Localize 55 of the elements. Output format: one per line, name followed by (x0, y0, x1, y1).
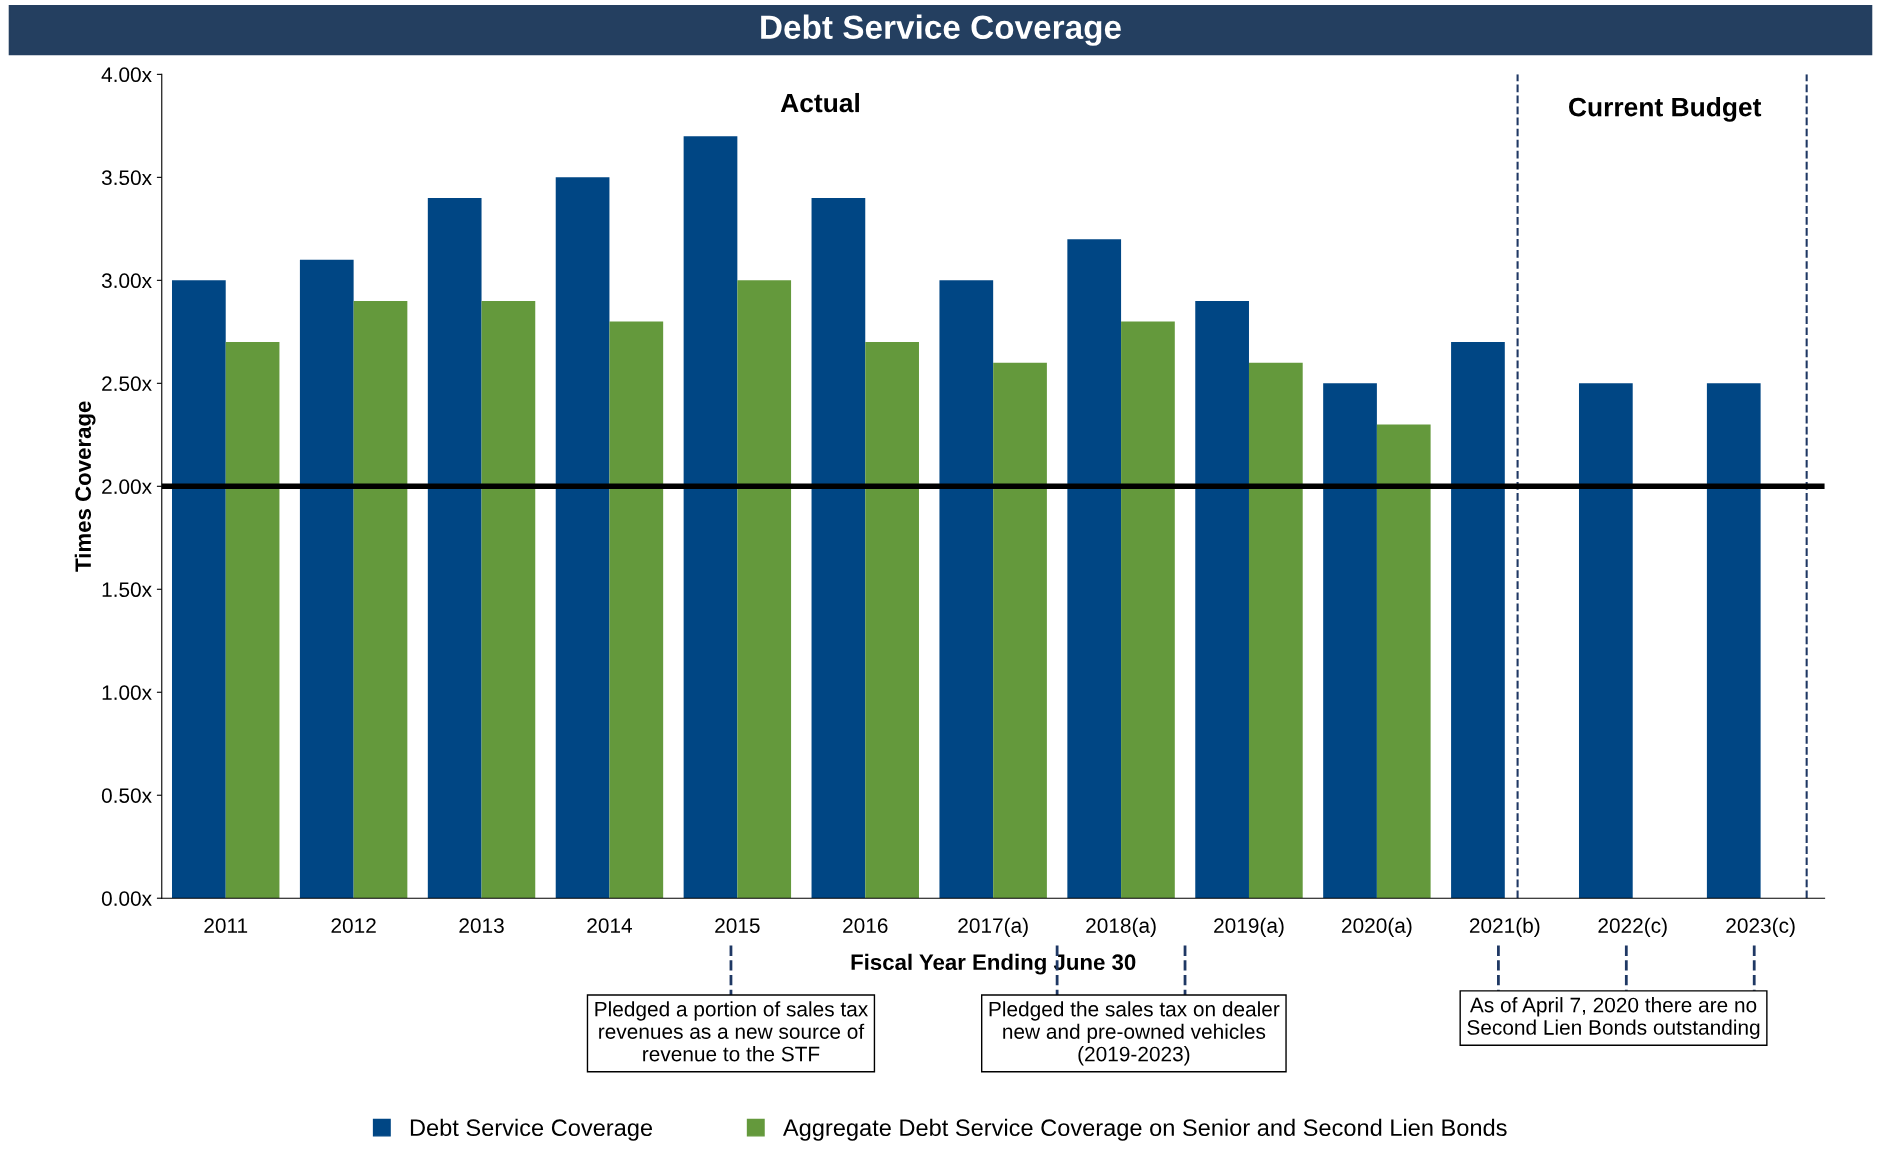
bar (939, 280, 994, 899)
x-tick-label: 2021(b) (1469, 917, 1540, 938)
y-tick-label: 2.50x (102, 376, 152, 392)
bar (1578, 383, 1633, 899)
bar (993, 362, 1047, 899)
bar (1451, 342, 1505, 899)
y-tick-label: 1.50x (102, 582, 152, 598)
x-tick-label: 2012 (331, 918, 376, 933)
x-tick-label: 2013 (459, 918, 504, 933)
y-tick-label: 3.00x (101, 273, 152, 289)
bar (609, 321, 664, 899)
bar (1706, 383, 1761, 899)
x-tick-label: 2017(a) (958, 917, 1028, 938)
x-tick-label: 2016 (843, 918, 888, 933)
text: As of April 7, 2020 there are no Second Lien Bonds outstanding (1467, 997, 1760, 1039)
x-tick-label: 2020(a) (1342, 917, 1412, 938)
x-tick-label: 2014 (587, 918, 633, 933)
bar (1067, 239, 1122, 899)
bar (555, 177, 610, 899)
bar (225, 342, 280, 899)
bar (299, 259, 354, 899)
x-tick-label: 2018(a) (1086, 917, 1156, 938)
x-tick-label: 2022(c) (1598, 917, 1667, 938)
bar (172, 280, 226, 899)
x-tick-label: 2015 (715, 918, 760, 933)
bar (1376, 424, 1431, 899)
legend-label: Aggregate Debt Service Coverage on Senior and Second Lien Bonds (782, 1118, 1507, 1141)
x-tick-label: 2023(c) (1726, 917, 1795, 938)
annotation: Current Budget (1569, 97, 1762, 122)
annotation: Actual (780, 92, 859, 113)
bar (1323, 383, 1377, 899)
bar (481, 300, 536, 899)
y-tick-label: 4.00x (101, 67, 152, 83)
x-tick-label: 2011 (204, 918, 248, 933)
bar (811, 197, 866, 899)
text: Pledged the sales tax on dealer new and pre-owned vehicles (2019-2023) (989, 1001, 1280, 1066)
y-axis-title: Times Coverage (74, 401, 96, 572)
x-tick-label: 2019(a) (1214, 917, 1284, 938)
y-tick-label: 2.00x (102, 479, 152, 495)
y-tick-label: 1.00x (102, 685, 152, 701)
bar (683, 136, 738, 899)
bar (1121, 321, 1175, 899)
legend-label: Debt Service Coverage (410, 1118, 653, 1141)
bar (865, 342, 919, 899)
bar (353, 300, 408, 899)
y-tick-label: 0.00x (101, 891, 152, 906)
bar (1195, 300, 1249, 899)
x-axis-title: Fiscal Year Ending June 30 (851, 953, 1136, 975)
text: Pledged a portion of sales tax revenues as a new source of revenue to the STF (595, 1001, 868, 1062)
chart-title: Debt Service Coverage (761, 14, 1121, 46)
y-tick-label: 3.50x (101, 170, 152, 186)
bar (427, 197, 482, 899)
y-tick-label: 0.50x (101, 788, 152, 803)
bar (1248, 362, 1303, 899)
bar (737, 280, 792, 899)
